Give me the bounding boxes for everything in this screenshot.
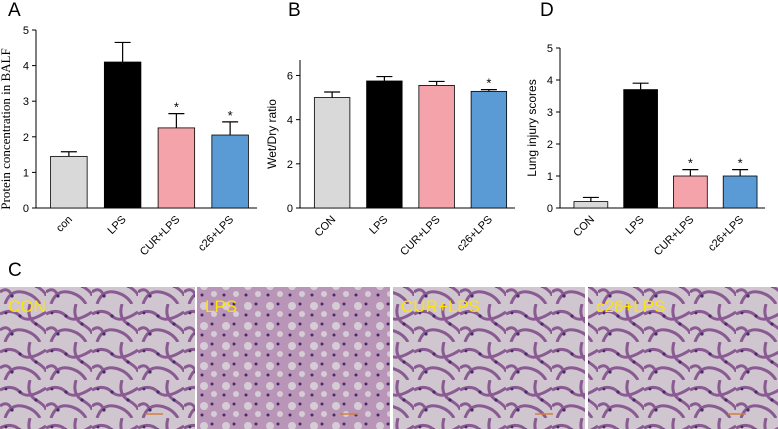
bar: [50, 155, 88, 209]
panel-label: A: [8, 0, 21, 21]
x-tick-label: CUR+LPS: [138, 214, 183, 259]
bar: [573, 201, 609, 209]
y-tick-label: 2: [547, 139, 553, 151]
y-tick-label: 5: [547, 43, 553, 55]
bar: [103, 61, 142, 209]
y-tick-label: 5: [23, 25, 29, 37]
bar: [366, 80, 403, 209]
micrograph: [0, 287, 195, 429]
micrograph-label: c26+LPS: [596, 297, 665, 316]
panel-label: C: [8, 260, 22, 281]
significance-mark: *: [688, 156, 693, 171]
significance-mark: *: [486, 76, 491, 91]
micrograph-panels: C CON LPS CUR+LPS c26+LPS: [0, 260, 778, 429]
x-tick-label: c26+LPS: [196, 214, 236, 254]
bar: [157, 127, 196, 209]
x-tick-label: LPS: [367, 214, 390, 237]
y-tick-label: 4: [287, 115, 293, 127]
bar: [470, 90, 508, 209]
x-tick-label: CON: [312, 214, 338, 240]
panel-label: B: [288, 0, 301, 21]
micrograph: [588, 287, 778, 429]
y-tick-label: 3: [23, 96, 29, 108]
y-tick-label: 1: [23, 167, 29, 179]
bar: [623, 89, 658, 209]
x-tick-label: c26+LPS: [455, 214, 495, 254]
micrograph: [197, 287, 390, 429]
x-tick-label: LPS: [106, 214, 129, 237]
y-tick-label: 0: [287, 203, 293, 215]
significance-mark: *: [174, 100, 179, 115]
bar: [211, 134, 249, 209]
y-axis-label: Lung injury scores: [525, 79, 539, 176]
x-tick-label: CUR+LPS: [652, 214, 697, 259]
y-tick-label: 4: [23, 61, 29, 73]
y-tick-label: 1: [547, 171, 553, 183]
micrograph: [393, 287, 585, 429]
y-axis-label: Wet/Dry ratio: [265, 99, 279, 169]
x-tick-label: LPS: [624, 214, 647, 237]
y-tick-label: 2: [287, 159, 293, 171]
micrograph-label: LPS: [205, 297, 237, 316]
y-tick-label: 0: [547, 203, 553, 215]
x-tick-label: con: [54, 214, 75, 235]
y-tick-label: 4: [547, 75, 553, 87]
bar: [313, 97, 351, 209]
x-tick-label: c26+LPS: [706, 214, 746, 254]
x-tick-label: CON: [571, 214, 597, 240]
y-tick-label: 0: [23, 203, 29, 215]
y-tick-label: 3: [547, 107, 553, 119]
significance-mark: *: [738, 156, 743, 171]
bar: [722, 175, 758, 209]
panel-label: D: [540, 0, 554, 21]
x-tick-label: CUR+LPS: [398, 214, 443, 259]
bar: [673, 175, 708, 209]
y-axis-label: Protein concentration in BALF: [0, 48, 13, 209]
micrograph-label: CUR+LPS: [401, 297, 480, 316]
micrograph-label: CON: [8, 297, 46, 316]
y-tick-label: 6: [287, 70, 293, 82]
significance-mark: *: [228, 108, 233, 123]
y-tick-label: 2: [23, 132, 29, 144]
bar: [418, 85, 455, 209]
